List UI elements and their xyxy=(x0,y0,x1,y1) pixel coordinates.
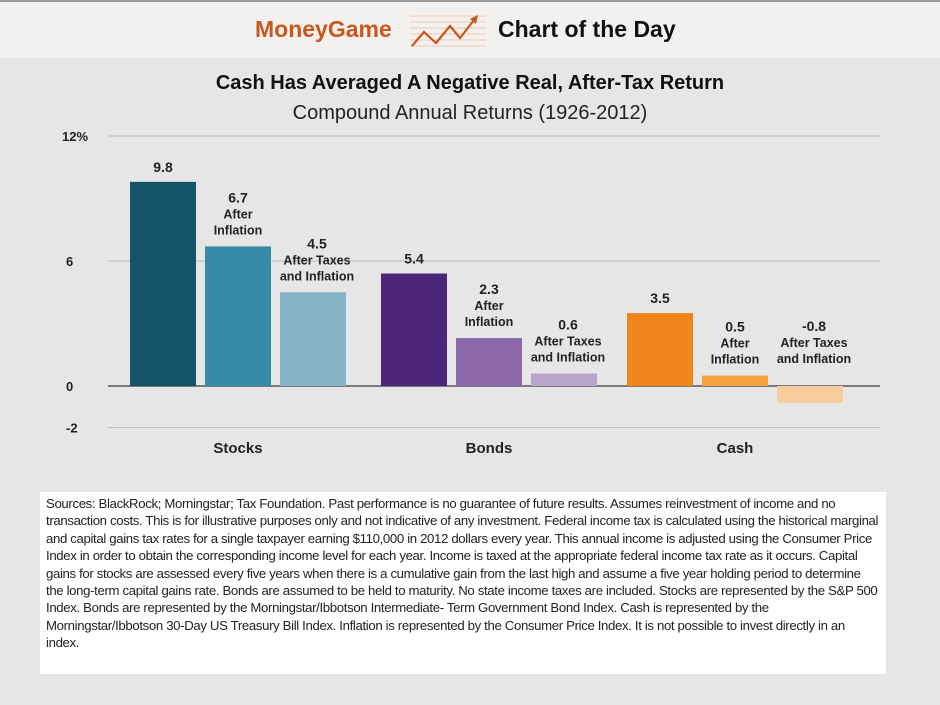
brand-name: MoneyGame xyxy=(255,16,392,42)
data-label: -0.8 xyxy=(802,318,826,334)
chart-subtitle: Compound Annual Returns (1926-2012) xyxy=(292,102,648,124)
data-label: 3.5 xyxy=(650,290,670,306)
data-label: 5.4 xyxy=(404,251,424,267)
data-label: 9.8 xyxy=(153,159,173,175)
bar-cash-2 xyxy=(777,386,843,403)
series-label: After xyxy=(720,337,749,351)
category-label: Stocks xyxy=(213,440,262,457)
series-label: and Inflation xyxy=(531,351,605,365)
category-label: Cash xyxy=(717,440,754,457)
section-title: Chart of the Day xyxy=(498,16,676,42)
y-tick-label: 0 xyxy=(66,379,73,394)
data-label: 0.6 xyxy=(558,317,578,333)
series-label: Inflation xyxy=(711,353,760,367)
series-label: After Taxes xyxy=(780,336,847,350)
series-label: After Taxes xyxy=(283,253,350,267)
y-tick-label: -2 xyxy=(66,421,78,436)
trend-chart-icon xyxy=(410,15,486,47)
bar-bonds-0 xyxy=(381,273,447,386)
bar-bonds-2 xyxy=(531,373,597,386)
series-label: Inflation xyxy=(465,315,514,329)
bar-cash-1 xyxy=(702,375,768,386)
category-label: Bonds xyxy=(466,440,513,457)
sources-notes: Sources: BlackRock; Morningstar; Tax Fou… xyxy=(40,492,886,674)
chart-title: Cash Has Averaged A Negative Real, After… xyxy=(215,72,725,94)
series-label: After xyxy=(474,299,503,313)
bar-chart: 12% 6 0 -2 Stocks 9.8 6.7 After Inflation 4.5 Afte… xyxy=(62,129,880,457)
bar-stocks-2 xyxy=(280,292,346,386)
data-label: 4.5 xyxy=(307,235,327,251)
bar-stocks-1 xyxy=(205,246,271,386)
series-label: After xyxy=(223,207,252,221)
header-banner: MoneyGame Chart of the Day xyxy=(0,0,940,58)
bar-bonds-1 xyxy=(456,338,522,386)
data-label: 6.7 xyxy=(228,189,248,205)
series-label: Inflation xyxy=(214,223,263,237)
series-label: and Inflation xyxy=(280,269,354,283)
series-label: and Inflation xyxy=(777,352,851,366)
data-label: 0.5 xyxy=(725,319,745,335)
bar-stocks-0 xyxy=(130,181,196,386)
bar-cash-0 xyxy=(627,313,693,386)
series-label: After Taxes xyxy=(534,335,601,349)
y-tick-label: 12% xyxy=(62,129,88,144)
data-label: 2.3 xyxy=(479,281,499,297)
y-tick-label: 6 xyxy=(66,254,73,269)
